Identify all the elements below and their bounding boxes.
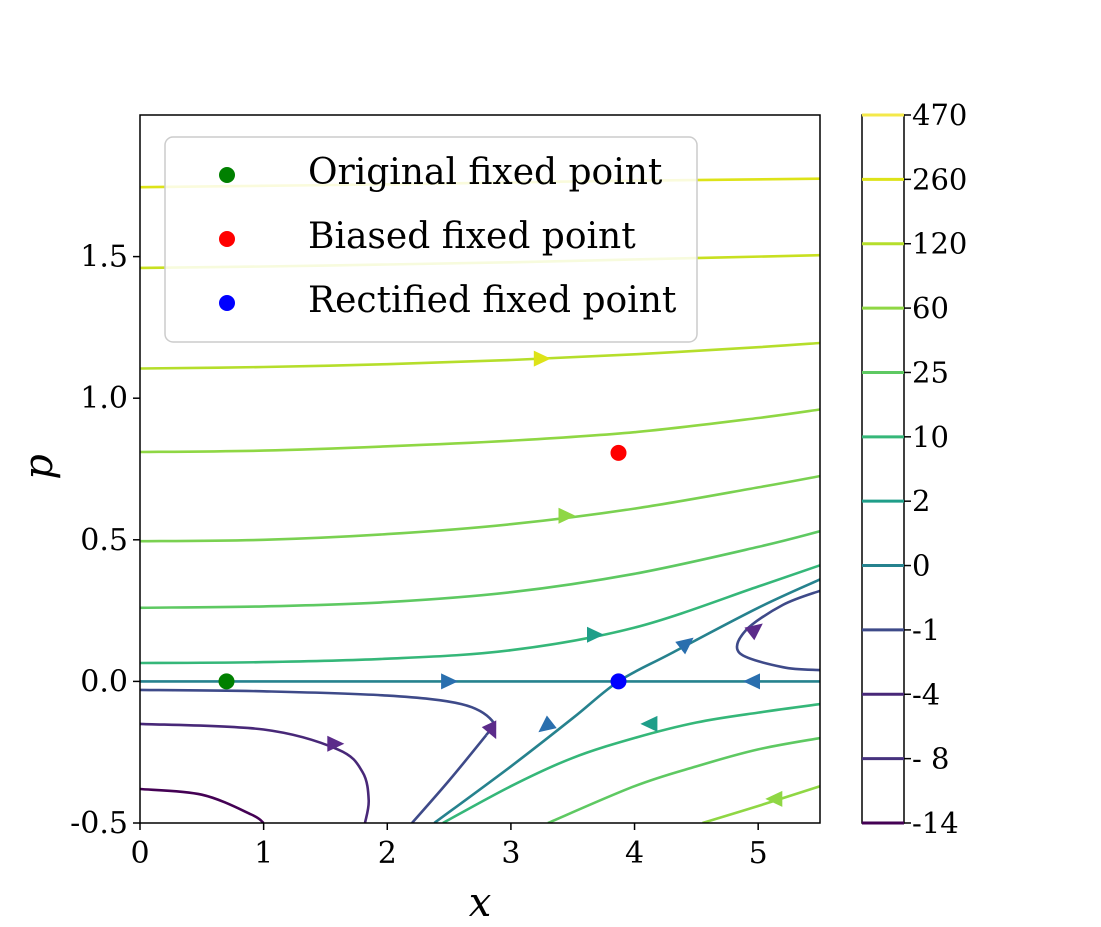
flow-arrow-0 xyxy=(533,350,551,367)
colorbar-label: 470 xyxy=(912,98,967,132)
colorbar-label: 120 xyxy=(912,227,967,261)
legend-label-rectified: Rectified fixed point xyxy=(308,280,677,321)
y-tick-label: 1.0 xyxy=(80,381,128,416)
contour-line-3 xyxy=(140,408,820,454)
y-axis-title: p xyxy=(16,454,62,480)
legend-label-biased: Biased fixed point xyxy=(308,216,636,257)
colorbar-label: -14 xyxy=(912,806,959,840)
flow-arrow-4 xyxy=(743,673,760,690)
flow-arrow-7 xyxy=(640,715,658,732)
colorbar-level-lines xyxy=(862,113,911,825)
flow-arrow-6 xyxy=(538,715,557,733)
contour-line-12 xyxy=(140,722,371,823)
flow-arrow-1 xyxy=(558,507,576,524)
colorbar-label: -4 xyxy=(912,677,940,711)
y-axis-ticks: -0.5 0.0 0.5 1.0 1.5 xyxy=(70,240,140,841)
contour-line-4 xyxy=(140,474,820,543)
colorbar-label: 25 xyxy=(912,355,949,389)
contour-line-6 xyxy=(140,564,820,665)
x-axis-title: x xyxy=(469,880,492,926)
x-tick-label: 3 xyxy=(501,836,520,871)
y-tick-label: -0.5 xyxy=(70,806,128,841)
y-tick-label: 0.5 xyxy=(80,523,128,558)
colorbar: 470 260 120 60 25 10 2 0 -1 -4 - 8 -14 xyxy=(861,98,967,840)
flow-arrow-3 xyxy=(441,673,459,690)
legend-box xyxy=(164,136,698,343)
legend: Original fixed point Biased fixed point … xyxy=(164,136,698,343)
colorbar-label: 2 xyxy=(912,484,930,518)
y-tick-label: 1.5 xyxy=(80,240,128,275)
flow-arrow-5 xyxy=(675,637,694,655)
rectified-fixed-point xyxy=(610,673,627,690)
flow-arrow-2 xyxy=(587,626,604,643)
fixed-points xyxy=(218,444,627,690)
colorbar-label: - 8 xyxy=(912,742,949,776)
colorbar-frame xyxy=(861,114,905,824)
legend-marker-biased xyxy=(219,231,235,247)
flow-arrow-9 xyxy=(481,720,497,740)
colorbar-label: 10 xyxy=(912,420,949,454)
contour-line-5 xyxy=(140,530,820,610)
x-tick-label: 5 xyxy=(749,836,768,871)
contour-line-16 xyxy=(702,784,820,823)
legend-marker-original xyxy=(219,167,235,183)
colorbar-label: 260 xyxy=(912,162,967,196)
contour-line-11 xyxy=(735,589,820,672)
x-tick-label: 0 xyxy=(130,836,149,871)
contour-line-9 xyxy=(140,688,495,736)
y-tick-label: 0.0 xyxy=(80,664,128,699)
contour-line-13 xyxy=(140,787,265,823)
contour-line-14 xyxy=(442,702,820,823)
legend-marker-rectified xyxy=(219,295,235,311)
colorbar-labels: 470 260 120 60 25 10 2 0 -1 -4 - 8 -14 xyxy=(912,98,967,840)
x-tick-label: 1 xyxy=(254,836,273,871)
flow-arrow-8 xyxy=(744,623,763,641)
plot-frame xyxy=(139,114,821,824)
flow-arrow-10 xyxy=(327,735,345,752)
colorbar-label: -1 xyxy=(912,613,940,647)
colorbar-label: 60 xyxy=(912,291,949,325)
flow-arrow-11 xyxy=(765,790,783,807)
x-tick-label: 4 xyxy=(625,836,644,871)
original-fixed-point xyxy=(218,673,235,690)
contour-line-2 xyxy=(140,341,820,370)
x-tick-label: 2 xyxy=(378,836,397,871)
x-axis-ticks: 0 1 2 3 4 5 xyxy=(130,823,768,871)
contour-line-10 xyxy=(411,734,488,823)
legend-label-original: Original fixed point xyxy=(308,152,663,193)
contour-line-15 xyxy=(547,736,820,823)
colorbar-label: 0 xyxy=(912,549,930,583)
biased-fixed-point xyxy=(610,444,627,461)
flow-arrows xyxy=(327,350,783,807)
